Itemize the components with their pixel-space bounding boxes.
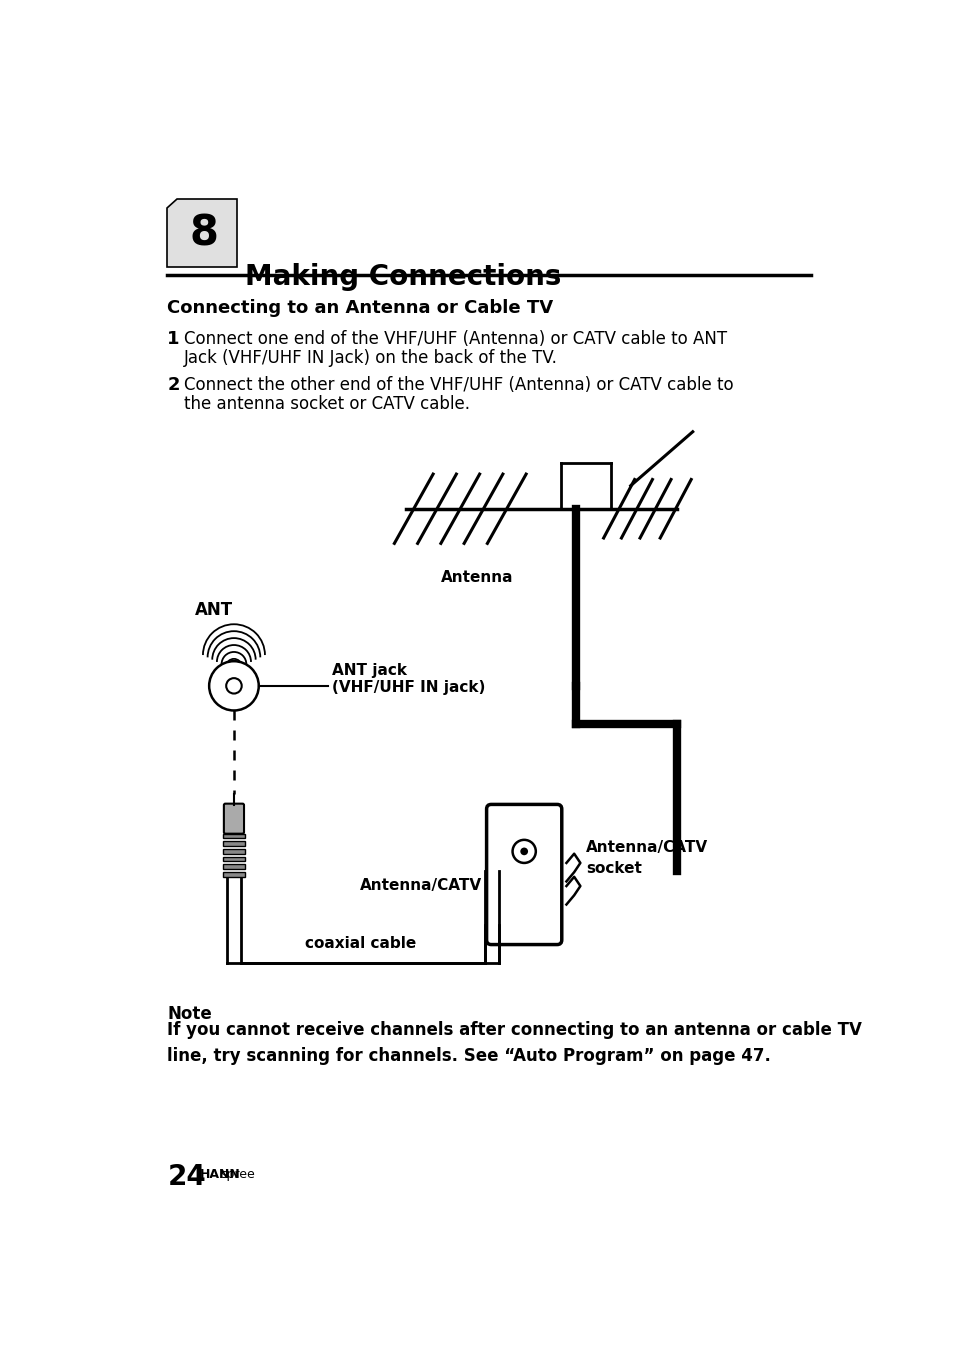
Text: Note: Note: [167, 1006, 212, 1023]
Text: Antenna/CATV
socket: Antenna/CATV socket: [585, 840, 707, 876]
Bar: [223, 872, 245, 877]
Text: If you cannot receive channels after connecting to an antenna or cable TV
line, : If you cannot receive channels after con…: [167, 1021, 862, 1065]
Text: HANN: HANN: [199, 1168, 240, 1180]
Text: Connecting to an Antenna or Cable TV: Connecting to an Antenna or Cable TV: [167, 299, 553, 318]
Bar: [223, 834, 245, 838]
Polygon shape: [167, 199, 236, 266]
Text: the antenna socket or CATV cable.: the antenna socket or CATV cable.: [184, 395, 470, 412]
Text: 24: 24: [167, 1163, 206, 1191]
Text: Antenna/CATV: Antenna/CATV: [359, 879, 481, 894]
Text: 2: 2: [167, 376, 179, 395]
Circle shape: [226, 679, 241, 694]
Circle shape: [209, 661, 258, 711]
Text: 8: 8: [190, 212, 219, 254]
Text: Connect the other end of the VHF/UHF (Antenna) or CATV cable to: Connect the other end of the VHF/UHF (An…: [184, 376, 733, 395]
Text: ANT: ANT: [195, 602, 233, 619]
Text: spree: spree: [220, 1168, 255, 1180]
Text: ANT jack: ANT jack: [332, 662, 406, 677]
FancyBboxPatch shape: [224, 803, 244, 834]
Text: Jack (VHF/UHF IN Jack) on the back of the TV.: Jack (VHF/UHF IN Jack) on the back of th…: [184, 349, 558, 366]
Text: Connect one end of the VHF/UHF (Antenna) or CATV cable to ANT: Connect one end of the VHF/UHF (Antenna)…: [184, 330, 727, 347]
Bar: [223, 849, 245, 853]
Circle shape: [512, 840, 536, 863]
Circle shape: [519, 848, 528, 856]
Text: Making Connections: Making Connections: [245, 264, 560, 291]
Bar: [223, 841, 245, 846]
Text: 1: 1: [167, 330, 179, 347]
FancyBboxPatch shape: [486, 804, 561, 945]
Text: coaxial cable: coaxial cable: [305, 936, 416, 950]
Text: Antenna: Antenna: [440, 571, 513, 585]
Text: (VHF/UHF IN jack): (VHF/UHF IN jack): [332, 680, 484, 695]
Bar: [223, 864, 245, 869]
Bar: [223, 857, 245, 861]
